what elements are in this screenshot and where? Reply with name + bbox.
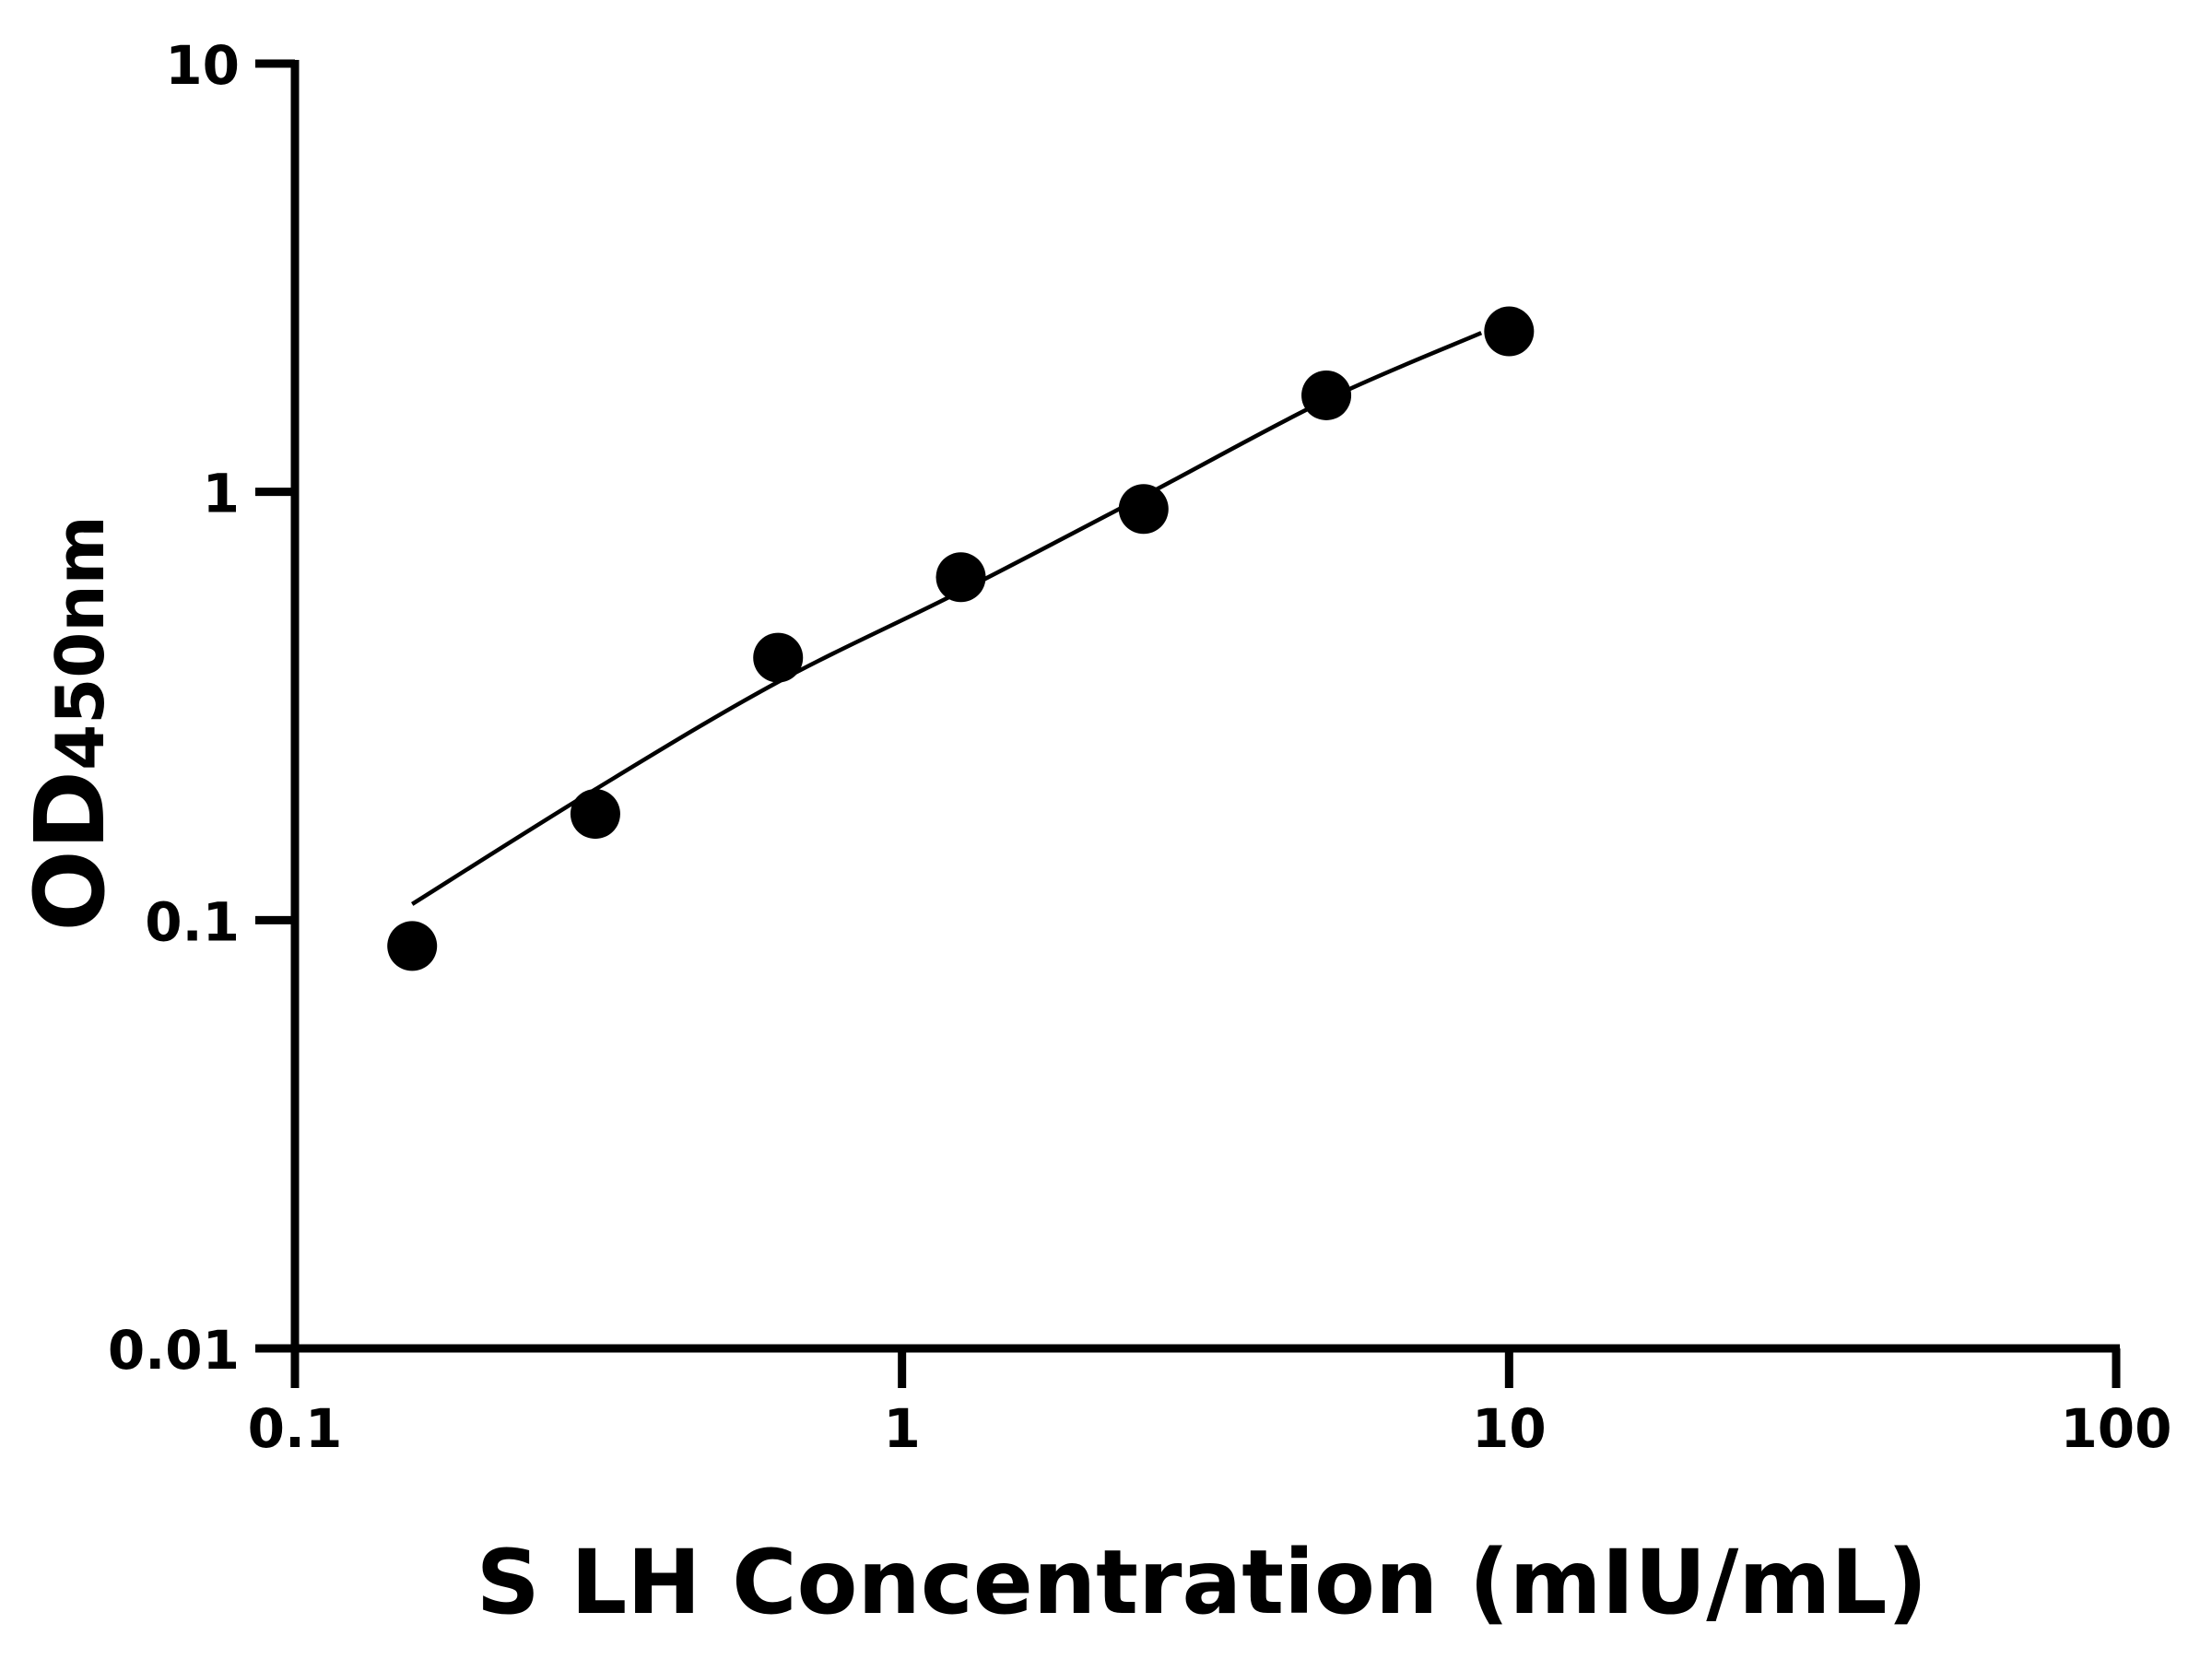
data-point xyxy=(1118,484,1169,535)
y-tick-label: 0.1 xyxy=(145,890,240,953)
x-axis-label: S LH Concentration (mIU/mL) xyxy=(477,1531,1928,1634)
x-tick-label: 1 xyxy=(883,1397,920,1460)
data-point xyxy=(753,632,804,683)
y-axis-label-main: OD xyxy=(14,771,126,932)
y-axis-label: OD450nm xyxy=(14,515,126,931)
data-point xyxy=(1301,370,1352,420)
data-point xyxy=(570,789,620,840)
y-tick-label: 10 xyxy=(165,34,240,97)
y-tick-label: 0.01 xyxy=(108,1319,240,1382)
data-point xyxy=(1484,306,1535,357)
x-tick-label: 0.1 xyxy=(248,1397,343,1460)
y-tick-label: 1 xyxy=(203,463,240,525)
y-axis-label-sub: 450nm xyxy=(41,515,119,771)
data-point xyxy=(935,552,986,603)
x-tick-label: 10 xyxy=(1472,1397,1547,1460)
data-point xyxy=(387,921,438,971)
x-tick-label: 100 xyxy=(2060,1397,2171,1460)
